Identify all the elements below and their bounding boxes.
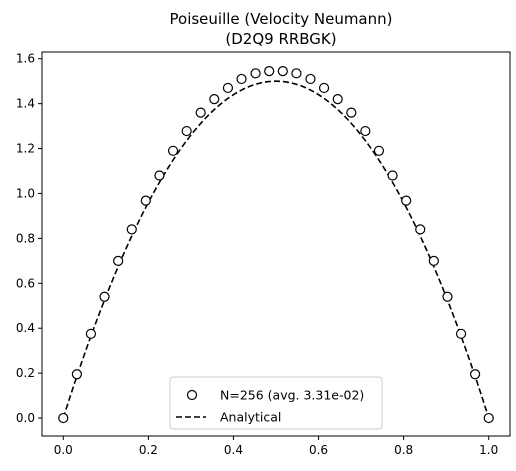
- x-tick-label: 0.8: [394, 443, 413, 457]
- data-point-simulation: [195, 107, 206, 118]
- data-point-simulation: [483, 412, 494, 424]
- data-point-simulation: [291, 68, 302, 79]
- data-point-simulation: [305, 73, 316, 85]
- y-tick-label: 1.0: [16, 186, 35, 200]
- data-point-simulation: [113, 255, 124, 266]
- chart-title-line2: (D2Q9 RRBGK): [225, 30, 336, 48]
- data-point-simulation: [455, 328, 467, 339]
- y-tick-label: 1.2: [16, 142, 35, 156]
- legend-box: [169, 376, 383, 430]
- x-tick-label: 0.6: [309, 443, 328, 457]
- y-tick-label: 0.6: [16, 276, 35, 290]
- y-axis-ticks: 0.0 0.2 0.4 0.6 0.8 1.0 1.2 1.4 1.6: [16, 52, 42, 425]
- data-point-simulation: [222, 82, 234, 94]
- data-point-simulation: [236, 73, 247, 85]
- data-point-simulation: [346, 107, 357, 118]
- data-point-simulation: [250, 68, 261, 79]
- data-point-simulation: [428, 255, 439, 266]
- y-tick-label: 0.0: [16, 411, 35, 425]
- legend: N=256 (avg. 3.31e-02) Analytical: [169, 376, 383, 430]
- y-tick-label: 0.2: [16, 366, 35, 380]
- data-point-simulation: [360, 125, 371, 137]
- legend-label-analytical: Analytical: [220, 410, 281, 425]
- data-point-simulation: [318, 82, 330, 94]
- data-point-simulation: [58, 412, 69, 424]
- y-tick-label: 1.4: [16, 97, 35, 111]
- y-tick-label: 0.8: [16, 231, 35, 245]
- data-point-simulation: [71, 369, 82, 380]
- data-point-simulation: [167, 145, 179, 156]
- data-point-simulation: [181, 125, 192, 137]
- data-point-simulation: [277, 65, 288, 77]
- chart-title-line1: Poiseuille (Velocity Neumann): [170, 10, 393, 28]
- y-tick-label: 1.6: [16, 52, 35, 66]
- series-analytical-line: [62, 80, 490, 419]
- x-tick-label: 1.0: [479, 443, 498, 457]
- x-tick-label: 0.0: [54, 443, 73, 457]
- data-point-simulation: [126, 224, 137, 235]
- data-point-simulation: [401, 195, 412, 206]
- data-point-simulation: [415, 224, 426, 235]
- data-point-simulation: [154, 170, 165, 181]
- x-tick-label: 0.4: [224, 443, 243, 457]
- x-axis-ticks: 0.0 0.2 0.4 0.6 0.8 1.0: [54, 436, 498, 457]
- data-point-simulation: [373, 145, 385, 156]
- data-point-simulation: [470, 369, 481, 380]
- data-point-simulation: [264, 65, 275, 77]
- legend-label-simulation: N=256 (avg. 3.31e-02): [220, 388, 364, 403]
- legend-marker-simulation: [186, 389, 198, 401]
- x-tick-label: 0.2: [139, 443, 158, 457]
- y-tick-label: 0.4: [16, 321, 35, 335]
- axes-frame: [41, 51, 511, 437]
- plot-area: [58, 65, 494, 424]
- data-point-simulation: [442, 291, 453, 302]
- data-point-simulation: [332, 94, 343, 105]
- data-point-simulation: [140, 195, 151, 206]
- data-point-simulation: [387, 170, 398, 181]
- data-point-simulation: [99, 291, 110, 302]
- data-point-simulation: [85, 328, 97, 339]
- data-point-simulation: [209, 94, 220, 105]
